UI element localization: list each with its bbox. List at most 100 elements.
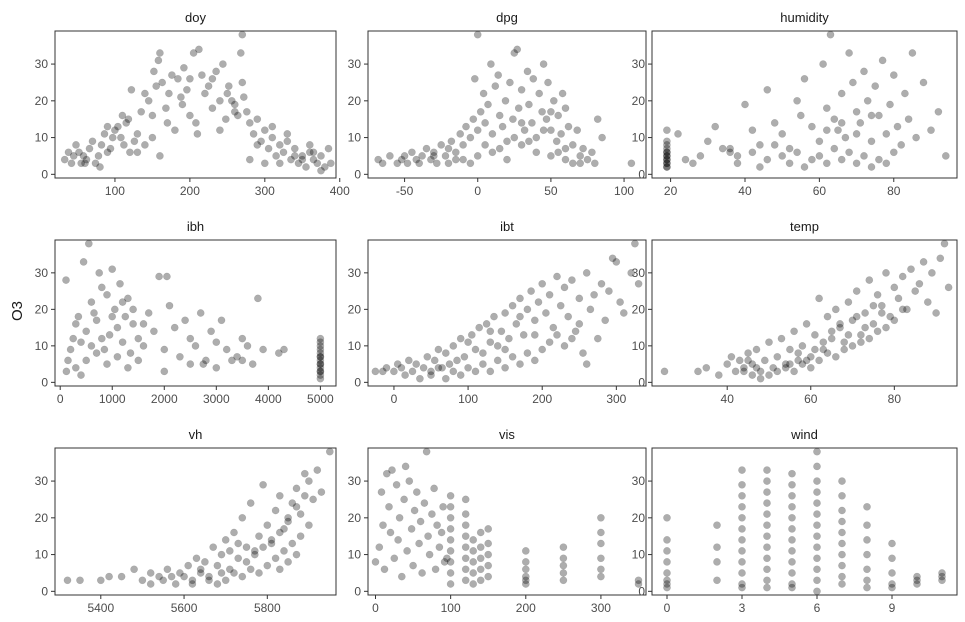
scatter-point bbox=[568, 276, 576, 284]
scatter-point bbox=[798, 360, 807, 368]
scatter-point bbox=[813, 587, 821, 596]
scatter-point bbox=[523, 305, 532, 314]
x-tick-label: 4000 bbox=[255, 392, 282, 406]
scatter-point bbox=[813, 510, 821, 518]
scatter-point bbox=[129, 305, 137, 314]
scatter-point bbox=[813, 521, 821, 530]
scatter-point bbox=[316, 360, 325, 368]
scatter-point bbox=[488, 130, 497, 138]
scatter-point bbox=[794, 356, 803, 365]
scatter-point bbox=[305, 477, 313, 485]
scatter-point bbox=[64, 356, 72, 365]
scatter-point bbox=[209, 543, 218, 552]
x-tick-label: 100 bbox=[105, 184, 125, 198]
scatter-point bbox=[822, 126, 831, 135]
scatter-point bbox=[869, 320, 878, 328]
scatter-point bbox=[382, 469, 391, 478]
scatter-point bbox=[186, 111, 194, 120]
scatter-point bbox=[748, 371, 757, 379]
scatter-point bbox=[735, 356, 744, 365]
scatter-point bbox=[259, 345, 267, 354]
scatter-point bbox=[553, 272, 561, 281]
scatter-point bbox=[227, 96, 236, 105]
scatter-point bbox=[178, 100, 187, 109]
scatter-point bbox=[117, 572, 126, 581]
scatter-point bbox=[538, 279, 547, 288]
scatter-point bbox=[113, 352, 122, 361]
scatter-point bbox=[473, 152, 482, 160]
scatter-point bbox=[852, 287, 861, 295]
scatter-point bbox=[890, 283, 899, 292]
scatter-point bbox=[75, 148, 83, 157]
scatter-point bbox=[100, 130, 109, 138]
scatter-point bbox=[76, 576, 84, 585]
scatter-point bbox=[186, 334, 195, 343]
scatter-point bbox=[861, 323, 869, 332]
scatter-point bbox=[77, 159, 86, 168]
scatter-point bbox=[498, 122, 507, 131]
scatter-point bbox=[255, 569, 263, 577]
scatter-point bbox=[219, 60, 227, 68]
scatter-point bbox=[597, 554, 605, 563]
scatter-point bbox=[87, 342, 96, 350]
scatter-point bbox=[425, 550, 434, 559]
scatter-point bbox=[495, 144, 504, 153]
scatter-point bbox=[156, 49, 164, 57]
scatter-point bbox=[245, 119, 254, 127]
scatter-point bbox=[428, 510, 436, 518]
scatter-point bbox=[713, 521, 721, 530]
scatter-point bbox=[557, 130, 565, 138]
scatter-point bbox=[903, 305, 911, 314]
scatter-point bbox=[267, 536, 276, 544]
scatter-point bbox=[427, 367, 435, 376]
scatter-point bbox=[249, 130, 258, 138]
scatter-point bbox=[146, 569, 155, 577]
scatter-point bbox=[446, 558, 455, 566]
scatter-point bbox=[238, 513, 247, 522]
scatter-point bbox=[713, 543, 721, 552]
scatter-point bbox=[590, 290, 598, 299]
scatter-point bbox=[221, 576, 230, 585]
scatter-point bbox=[165, 301, 174, 310]
scatter-point bbox=[547, 126, 555, 135]
scatter-point bbox=[284, 517, 292, 526]
scatter-point bbox=[390, 367, 398, 376]
scatter-point bbox=[184, 561, 193, 570]
scatter-point bbox=[525, 137, 533, 146]
scatter-point bbox=[275, 528, 284, 537]
scatter-point bbox=[264, 144, 273, 153]
scatter-point bbox=[233, 111, 242, 120]
scatter-point bbox=[64, 148, 73, 157]
scatter-point bbox=[674, 130, 682, 138]
scatter-point bbox=[796, 111, 805, 120]
scatter-point bbox=[239, 93, 248, 101]
scatter-point bbox=[316, 338, 325, 347]
scatter-point bbox=[841, 133, 850, 142]
scatter-point bbox=[834, 126, 842, 135]
panel-title: wind bbox=[790, 427, 818, 442]
scatter-point bbox=[464, 363, 472, 372]
scatter-point bbox=[616, 298, 624, 306]
y-tick-label: 0 bbox=[41, 167, 48, 181]
scatter-point bbox=[292, 502, 301, 511]
scatter-point bbox=[316, 371, 325, 379]
scatter-point bbox=[118, 298, 127, 306]
scatter-point bbox=[400, 152, 409, 160]
panel-frame bbox=[54, 447, 337, 596]
scatter-point bbox=[545, 338, 554, 347]
scatter-point bbox=[447, 137, 456, 146]
scatter-point bbox=[718, 144, 727, 153]
scatter-point bbox=[908, 49, 917, 57]
scatter-point bbox=[823, 312, 832, 321]
scatter-point bbox=[216, 96, 224, 105]
scatter-point bbox=[405, 477, 414, 485]
y-tick-label: 30 bbox=[632, 266, 646, 280]
scatter-point bbox=[193, 130, 202, 138]
scatter-point bbox=[481, 141, 489, 149]
scatter-point bbox=[213, 580, 222, 588]
scatter-point bbox=[894, 294, 903, 303]
scatter-point bbox=[560, 342, 569, 350]
scatter-point bbox=[938, 572, 946, 581]
scatter-point bbox=[542, 115, 551, 124]
scatter-point bbox=[408, 367, 417, 376]
